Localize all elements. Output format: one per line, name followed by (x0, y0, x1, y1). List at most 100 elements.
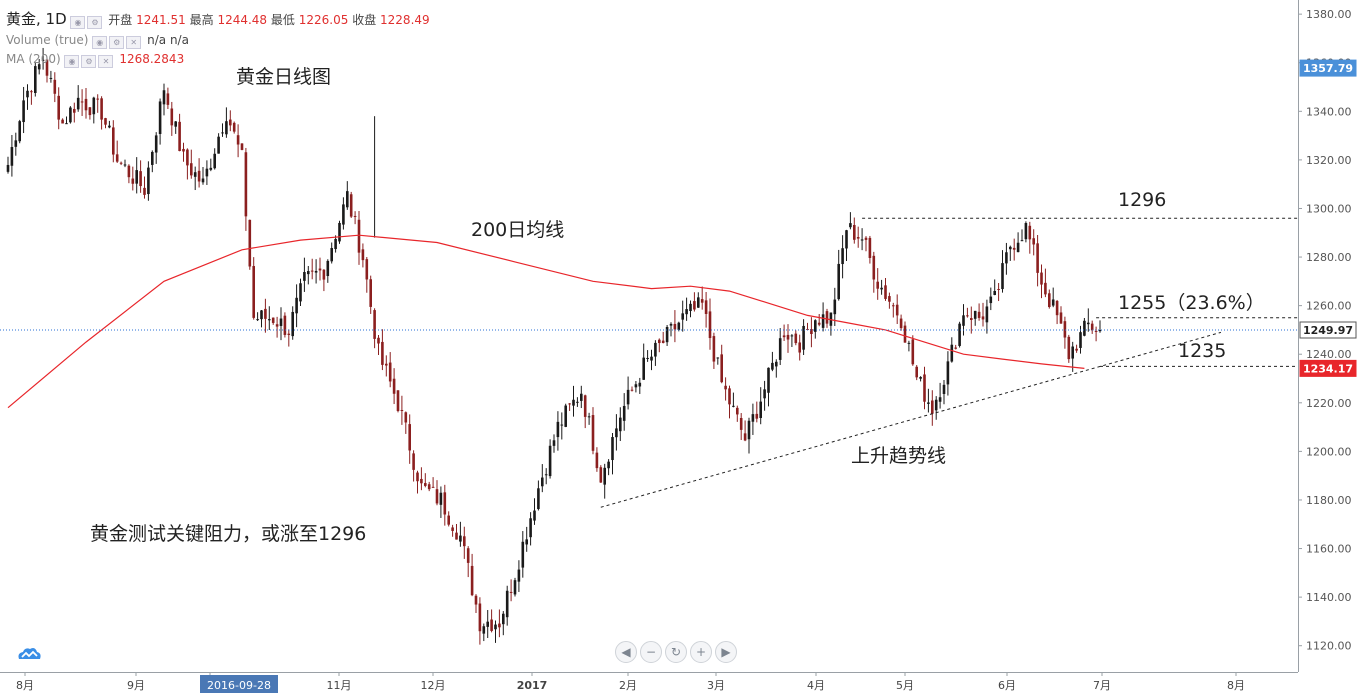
candle-body (182, 148, 185, 152)
candle-body (115, 154, 119, 162)
candle-body (502, 613, 505, 625)
candle-body (665, 327, 669, 343)
candle-body (533, 510, 536, 521)
candle-body (611, 437, 614, 461)
candle-body (1005, 252, 1008, 264)
candle-body (790, 335, 794, 337)
zoom-out-icon[interactable]: − (640, 641, 662, 663)
candle-body (599, 467, 603, 483)
plot-area[interactable] (0, 0, 1298, 672)
candle-body (619, 417, 622, 432)
volume-close-icon[interactable]: ✕ (126, 36, 142, 49)
ma200-line[interactable] (7, 234, 1085, 409)
time-tick-label: 2016-09-28 (207, 679, 271, 692)
time-tick-label: 12月 (421, 679, 446, 692)
price-tick-label: 1380.00 (1306, 8, 1352, 21)
candle-body (782, 335, 786, 338)
candle-body (229, 119, 232, 126)
high-value: 1244.48 (217, 13, 268, 27)
level-1296-label: 1296 (1118, 189, 1167, 211)
candle-body (654, 342, 657, 357)
ohlc-legend: 黄金, 1D ◉ ⚙ 开盘 1241.51 最高 1244.48 最低 1226.… (6, 10, 430, 29)
price-tick-label: 1140.00 (1306, 591, 1352, 604)
volume-label[interactable]: Volume (true) (6, 33, 89, 47)
close-label: 收盘 (352, 13, 377, 27)
candle-body (416, 472, 419, 482)
candle-body (396, 390, 400, 411)
candle-body (486, 621, 489, 627)
price-tick-label: 1240.00 (1306, 348, 1352, 361)
candle-body (174, 121, 177, 127)
candle-body (490, 619, 493, 631)
last-price-tag-bg (1299, 321, 1357, 339)
candle-body (1059, 312, 1063, 324)
symbol-label[interactable]: 黄金, 1D (6, 10, 67, 28)
candle-body (209, 167, 213, 170)
candle-body (80, 101, 84, 103)
uptrend-line[interactable] (600, 331, 1222, 508)
candle-body (439, 492, 443, 505)
candle-body (521, 541, 525, 568)
candle-body (96, 98, 99, 100)
candle-body (973, 310, 977, 319)
candle-body (482, 626, 486, 634)
ma-settings-icon[interactable]: ⚙ (81, 55, 97, 68)
candle-body (1067, 336, 1071, 360)
candle-body (369, 279, 372, 307)
candle-body (37, 64, 41, 70)
candle-body (966, 315, 969, 317)
candle-body (658, 339, 661, 344)
ma-label[interactable]: MA (200) (6, 52, 61, 66)
candle-body (681, 313, 684, 320)
candle-body (287, 333, 291, 335)
ma-close-icon[interactable]: ✕ (98, 55, 114, 68)
volume-settings-icon[interactable]: ⚙ (109, 36, 125, 49)
price-tick-label: 1160.00 (1306, 543, 1352, 556)
ma-eye-icon[interactable]: ◉ (64, 55, 80, 68)
candle-body (708, 311, 712, 339)
candle-body (478, 603, 482, 632)
candle-body (728, 388, 731, 405)
candle-body (166, 93, 170, 105)
settings-icon[interactable]: ⚙ (87, 16, 103, 29)
candle-body (338, 222, 341, 242)
candle-body (447, 515, 450, 525)
candle-body (860, 239, 864, 241)
candle-body (564, 405, 567, 427)
time-tick-label: 8月 (16, 679, 34, 692)
candle-body (361, 249, 365, 261)
price-tick-label: 1200.00 (1306, 445, 1352, 458)
candle-body (595, 452, 599, 469)
price-tick-label: 1300.00 (1306, 202, 1352, 215)
volume-eye-icon[interactable]: ◉ (92, 36, 108, 49)
candle-body (977, 311, 981, 318)
candle-body (112, 127, 115, 155)
chart-subtitle: 黄金测试关键阻力，或涨至1296 (90, 523, 367, 545)
candle-body (49, 77, 53, 79)
time-tick-label: 8月 (1227, 679, 1245, 692)
candle-body (704, 300, 708, 314)
reset-icon[interactable]: ↻ (665, 641, 687, 663)
candle-body (806, 328, 809, 330)
candle-body (1024, 223, 1028, 240)
candle-body (1098, 330, 1102, 332)
candle-body (295, 297, 298, 314)
candle-body (451, 527, 454, 531)
crosshair-date-tag (200, 675, 278, 693)
candle-body (424, 483, 427, 486)
candle-body (864, 237, 868, 240)
candle-body (775, 361, 778, 367)
ma-legend: MA (200) ◉ ⚙ ✕ 1268.2843 (6, 50, 184, 68)
zoom-in-icon[interactable]: + (690, 641, 712, 663)
scroll-right-icon[interactable]: ▶ (715, 641, 737, 663)
scroll-left-icon[interactable]: ◀ (615, 641, 637, 663)
eye-icon[interactable]: ◉ (70, 16, 86, 29)
candle-body (907, 342, 911, 344)
candle-body (825, 311, 829, 324)
candle-body (217, 136, 220, 154)
candle-body (373, 310, 376, 339)
candle-body (388, 362, 392, 382)
candle-body (385, 363, 388, 366)
price-tick-label: 1260.00 (1306, 300, 1352, 313)
